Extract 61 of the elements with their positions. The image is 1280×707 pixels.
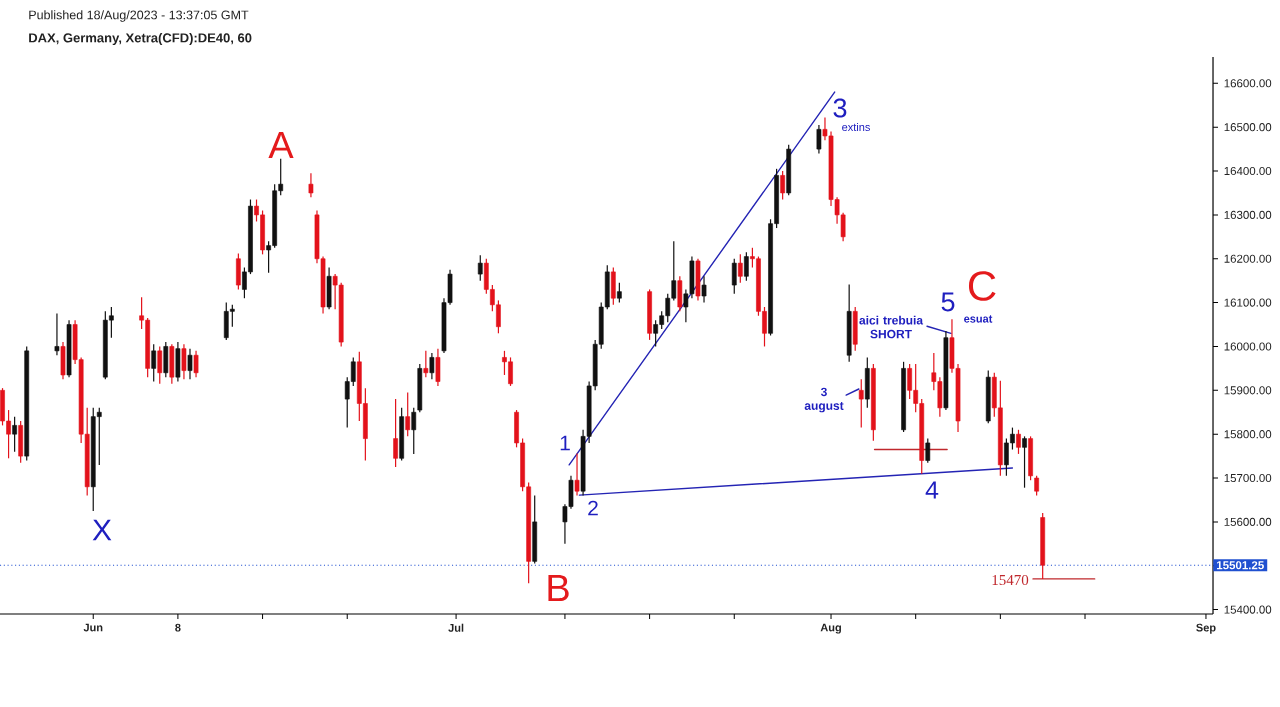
candlestick: [157, 345, 163, 385]
candlestick: [816, 124, 822, 155]
candlestick: [780, 170, 785, 201]
annotation: extins: [842, 122, 870, 132]
candlestick: [477, 254, 483, 282]
annotation: 3: [833, 98, 847, 118]
candlestick: [151, 343, 157, 383]
candlestick: [405, 391, 411, 437]
x-tick-label: Sep: [1196, 623, 1216, 634]
candlestick: [393, 398, 398, 468]
y-tick-label: 16000.00: [1224, 342, 1272, 351]
candlestick: [617, 282, 622, 304]
y-tick-label: 15600.00: [1224, 517, 1272, 526]
candlestick: [429, 352, 435, 380]
x-tick-label: 8: [175, 623, 181, 632]
candlestick: [54, 312, 60, 356]
annotation: C: [968, 271, 996, 301]
candlestick: [308, 172, 314, 198]
y-tick-label: 16200.00: [1224, 254, 1272, 263]
annotation: 15470: [992, 574, 1029, 586]
candlestick: [744, 251, 749, 282]
candlestick: [731, 258, 737, 295]
x-tick-label: Aug: [820, 623, 841, 634]
annotation: A: [268, 131, 294, 159]
x-tick-label: Jul: [448, 623, 464, 632]
annotation: 4: [925, 481, 939, 499]
candlestick: [411, 407, 417, 455]
candlestick: [193, 350, 199, 378]
annotation: 2: [588, 500, 598, 516]
candlestick: [701, 275, 707, 304]
candlestick: [858, 378, 864, 429]
y-tick-label: 15700.00: [1224, 473, 1272, 483]
annotation: X: [92, 519, 112, 541]
candlestick: [181, 343, 187, 380]
candlestick: [925, 437, 931, 464]
candlestick: [187, 348, 193, 380]
annotation: 1: [560, 435, 570, 451]
x-tick-label: Jun: [83, 623, 103, 632]
y-tick-label: 15400.00: [1224, 605, 1272, 614]
candlestick: [1034, 475, 1039, 497]
y-tick-label: 16500.00: [1224, 123, 1272, 132]
y-tick-label: 16300.00: [1224, 210, 1272, 219]
candlestick: [12, 416, 17, 453]
annotation: 3 august: [804, 387, 844, 413]
ref-line-label: 15501.25: [1217, 561, 1264, 570]
chart-title: DAX, Germany, Xetra(CFD):DE40, 60: [29, 32, 252, 46]
candlestick: [1022, 435, 1027, 489]
candlestick: [423, 350, 429, 378]
y-tick-label: 16100.00: [1224, 298, 1272, 307]
y-tick-label: 15800.00: [1224, 430, 1272, 439]
candlestick: [1016, 429, 1021, 455]
y-tick-label: 16600.00: [1224, 79, 1272, 88]
text: Published 18/Aug/2023 - 13:37:05 GMT: [29, 10, 249, 22]
annotation: esuat: [964, 315, 993, 323]
candlestick: [737, 253, 743, 284]
annotation: 5: [941, 292, 955, 312]
y-tick-label: 16400.00: [1224, 166, 1272, 176]
y-tick-label: 15900.00: [1224, 386, 1272, 395]
annotation: aici trebuia SHORT: [859, 315, 924, 339]
annotation: B: [548, 574, 569, 602]
candlestick: [574, 452, 580, 497]
